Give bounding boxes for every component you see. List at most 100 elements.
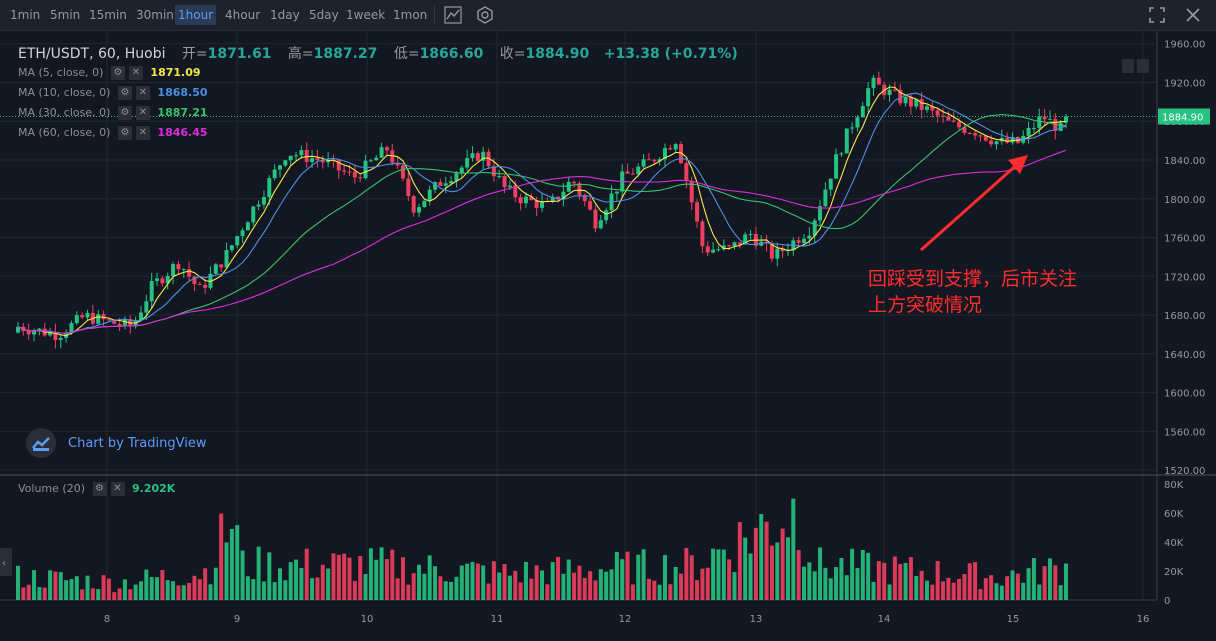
remove-icon[interactable]: ✕ bbox=[128, 66, 143, 80]
candle-body bbox=[823, 189, 828, 207]
candle-body bbox=[796, 240, 801, 243]
ma5-value: 1871.09 bbox=[150, 66, 201, 79]
volume-bar bbox=[395, 578, 400, 600]
candle-body bbox=[812, 220, 817, 236]
volume-bar bbox=[662, 555, 667, 600]
price-chart[interactable]: 1520.00 1560.00 1600.00 1640.00 1680.00 1720.… bbox=[0, 31, 1216, 641]
candle-body bbox=[807, 235, 812, 239]
interval-1day[interactable]: 1day bbox=[270, 8, 300, 22]
interval-4hour[interactable]: 4hour bbox=[225, 8, 261, 22]
volume-bar bbox=[999, 585, 1004, 600]
settings-gear-icon[interactable]: ⚙ bbox=[117, 86, 132, 100]
interval-5min[interactable]: 5min bbox=[50, 8, 81, 22]
remove-icon[interactable]: ✕ bbox=[135, 86, 150, 100]
settings-gear-icon[interactable]: ⚙ bbox=[110, 66, 125, 80]
candle-body bbox=[978, 135, 983, 137]
volume-bar bbox=[336, 554, 341, 600]
price-tick-label: 1680.00 bbox=[1164, 311, 1205, 322]
volume-bar bbox=[374, 559, 379, 600]
volume-bar bbox=[347, 557, 352, 600]
interval-1min[interactable]: 1min bbox=[10, 8, 41, 22]
settings-gear-icon[interactable]: ⚙ bbox=[117, 126, 132, 140]
volume-bar bbox=[261, 581, 266, 600]
volume-bar bbox=[1021, 582, 1026, 600]
volume-bar bbox=[919, 570, 924, 600]
candle-body bbox=[577, 183, 582, 196]
volume-bar bbox=[288, 562, 293, 600]
time-tick-label: 16 bbox=[1137, 614, 1150, 625]
candle-body bbox=[497, 176, 502, 178]
volume-bar bbox=[342, 553, 347, 600]
volume-bar bbox=[208, 584, 213, 600]
volume-bar bbox=[37, 587, 42, 600]
interval-1mon[interactable]: 1mon bbox=[393, 8, 428, 22]
volume-bar bbox=[834, 567, 839, 600]
interval-15min[interactable]: 15min bbox=[89, 8, 127, 22]
candle-body bbox=[251, 206, 256, 223]
candle-body bbox=[957, 121, 962, 128]
volume-bar bbox=[609, 569, 614, 600]
volume-bar bbox=[16, 565, 20, 600]
remove-icon[interactable]: ✕ bbox=[135, 106, 150, 120]
volume-bar bbox=[219, 513, 224, 600]
candle-body bbox=[176, 264, 181, 270]
volume-bar bbox=[679, 573, 684, 600]
candle-body bbox=[973, 133, 978, 136]
volume-bar bbox=[213, 567, 218, 600]
candle-body bbox=[229, 245, 234, 251]
volume-bar bbox=[684, 547, 689, 600]
volume-bar bbox=[122, 579, 127, 600]
tradingview-watermark[interactable]: Chart by TradingView bbox=[26, 428, 206, 458]
volume-bar bbox=[26, 584, 31, 600]
volume-bar bbox=[759, 514, 764, 600]
volume-bar bbox=[791, 498, 796, 600]
candle-body bbox=[149, 281, 154, 302]
volume-bar bbox=[951, 582, 956, 600]
volume-bar bbox=[727, 559, 732, 600]
volume-bar bbox=[470, 561, 475, 600]
volume-bar bbox=[785, 537, 790, 600]
remove-icon[interactable]: ✕ bbox=[110, 482, 125, 496]
remove-icon[interactable]: ✕ bbox=[135, 126, 150, 140]
interval-5day[interactable]: 5day bbox=[309, 8, 339, 22]
volume-bar bbox=[796, 550, 801, 600]
settings-gear-icon[interactable]: ⚙ bbox=[117, 106, 132, 120]
volume-bar bbox=[566, 559, 571, 600]
volume-bar bbox=[64, 580, 69, 600]
candle-body bbox=[368, 160, 373, 162]
volume-bar bbox=[411, 573, 416, 600]
candle-body bbox=[716, 249, 721, 251]
candle-body bbox=[470, 153, 475, 159]
ma30-line bbox=[17, 114, 1067, 334]
low-value: 1866.60 bbox=[419, 46, 484, 62]
volume-bar bbox=[780, 528, 785, 600]
candle-body bbox=[737, 242, 742, 245]
candle-body bbox=[240, 230, 245, 237]
candle-body bbox=[310, 158, 315, 163]
close-icon[interactable] bbox=[1182, 4, 1204, 26]
interval-1hour[interactable]: 1hour bbox=[175, 5, 217, 25]
ma60-line bbox=[17, 149, 1067, 334]
candle-body bbox=[892, 89, 897, 91]
volume-bar bbox=[748, 553, 753, 600]
volume-bar bbox=[165, 580, 170, 600]
settings-gear-icon[interactable]: ⚙ bbox=[92, 482, 107, 496]
candle-body bbox=[903, 96, 908, 104]
chevron-left-icon: ‹ bbox=[2, 558, 6, 569]
chart-type-icon[interactable] bbox=[442, 4, 464, 26]
candle-body bbox=[898, 89, 903, 104]
candle-body bbox=[58, 337, 63, 340]
volume-bar bbox=[614, 552, 619, 600]
candle-body bbox=[513, 185, 518, 198]
volume-bar bbox=[245, 576, 250, 600]
fullscreen-icon[interactable] bbox=[1146, 4, 1168, 26]
volume-bar bbox=[443, 581, 448, 600]
annotation-arrow bbox=[920, 160, 1021, 252]
candle-body bbox=[684, 163, 689, 182]
interval-30min[interactable]: 30min bbox=[136, 8, 174, 22]
interval-1week[interactable]: 1week bbox=[346, 8, 386, 22]
volume-bar bbox=[582, 577, 587, 600]
volume-bar bbox=[197, 579, 202, 600]
candle-body bbox=[374, 157, 379, 161]
settings-gear-icon[interactable] bbox=[474, 4, 496, 26]
